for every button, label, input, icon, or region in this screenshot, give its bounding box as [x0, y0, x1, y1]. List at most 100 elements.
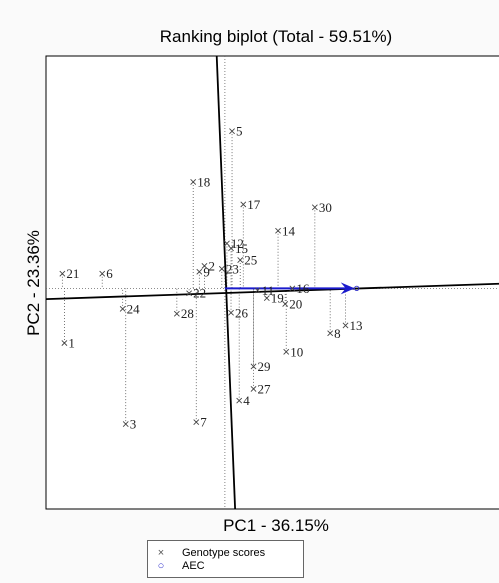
genotype-marker-icon: [201, 262, 208, 269]
genotype-marker-icon: [250, 385, 257, 392]
genotype-point-21: 21: [59, 266, 79, 281]
genotype-marker-icon: [240, 201, 247, 208]
genotype-point-1: 1: [61, 336, 75, 351]
genotype-marker-icon: [237, 257, 244, 263]
genotype-marker-icon: [122, 421, 129, 427]
genotype-label-8: 8: [334, 326, 341, 341]
genotype-label-28: 28: [181, 306, 194, 321]
genotype-marker-icon: [229, 128, 235, 135]
genotype-point-23: 23: [218, 261, 239, 276]
legend-label-aec: AEC: [182, 560, 205, 572]
genotype-marker-icon: [282, 301, 289, 307]
genotype-marker-icon: [254, 287, 261, 294]
projection-lines-layer: [46, 56, 499, 509]
legend: × Genotype scores ○ AEC: [147, 540, 304, 578]
genotype-label-14: 14: [282, 223, 296, 238]
genotype-label-21: 21: [66, 266, 79, 281]
genotype-label-19: 19: [271, 291, 284, 306]
genotype-label-22: 22: [193, 286, 206, 301]
genotype-marker-icon: [342, 322, 349, 329]
genotype-marker-icon: [289, 285, 296, 292]
genotype-marker-icon: [250, 363, 257, 370]
x-marker-icon: ×: [157, 547, 165, 559]
y-axis-label: PC2 - 23.36%: [24, 230, 43, 336]
legend-item-genotype: × Genotype scores: [154, 547, 265, 559]
genotype-point-2: 2: [201, 258, 215, 273]
genotype-point-24: 24: [119, 301, 140, 316]
genotype-label-18: 18: [197, 174, 210, 189]
genotype-label-7: 7: [200, 415, 207, 430]
pc2-axis-line: [215, 55, 237, 510]
genotype-point-19: 19: [263, 291, 284, 306]
genotype-point-6: 6: [99, 266, 113, 281]
genotype-marker-icon: [186, 290, 193, 297]
genotype-marker-icon: [196, 268, 203, 275]
genotype-marker-icon: [59, 270, 66, 277]
genotype-marker-icon: [228, 309, 234, 316]
genotype-point-12: 12: [224, 236, 244, 251]
biplot-axes-layer: [45, 55, 499, 510]
genotype-marker-icon: [99, 270, 106, 277]
genotype-point-22: 22: [186, 286, 206, 301]
genotype-marker-icon: [228, 245, 234, 252]
genotype-marker-icon: [327, 330, 334, 337]
aec-arrow-head-icon: [340, 282, 355, 295]
genotype-label-17: 17: [247, 197, 260, 212]
genotype-marker-icon: [173, 310, 180, 317]
genotype-point-10: 10: [283, 344, 303, 359]
genotype-label-9: 9: [203, 264, 210, 279]
genotype-label-26: 26: [235, 305, 249, 320]
circle-marker-icon: ○: [157, 560, 165, 572]
genotype-point-5: 5: [229, 124, 243, 139]
pc1-axis-line: [45, 282, 499, 300]
legend-label-genotype: Genotype scores: [182, 547, 266, 559]
genotype-marker-icon: [193, 419, 200, 426]
genotype-label-11: 11: [262, 283, 275, 298]
genotype-point-16: 16: [289, 281, 310, 296]
genotype-label-24: 24: [127, 301, 140, 316]
genotype-point-26: 26: [228, 305, 249, 320]
plot-area: [45, 55, 499, 510]
genotype-point-8: 8: [327, 326, 341, 341]
genotype-point-11: 11: [254, 283, 275, 298]
genotype-marker-icon: [61, 340, 68, 346]
genotype-label-27: 27: [258, 381, 272, 396]
genotype-marker-icon: [190, 179, 197, 185]
genotype-marker-icon: [275, 227, 281, 234]
genotype-label-5: 5: [236, 124, 243, 139]
genotype-label-12: 12: [231, 236, 244, 251]
genotype-label-23: 23: [226, 261, 239, 276]
genotype-point-25: 25: [237, 253, 257, 268]
genotype-label-15: 15: [235, 241, 248, 256]
genotype-point-7: 7: [193, 415, 207, 430]
genotype-marker-icon: [224, 240, 230, 247]
genotype-label-6: 6: [106, 266, 113, 281]
genotype-label-30: 30: [319, 200, 332, 215]
genotype-label-25: 25: [244, 253, 257, 268]
genotype-point-20: 20: [282, 296, 302, 311]
genotype-label-20: 20: [289, 296, 302, 311]
genotype-point-13: 13: [342, 318, 363, 333]
genotype-point-18: 18: [190, 174, 210, 189]
genotype-label-16: 16: [296, 281, 310, 296]
genotype-point-14: 14: [275, 223, 296, 238]
genotype-point-9: 9: [196, 264, 210, 279]
genotype-label-4: 4: [243, 393, 250, 408]
legend-item-aec: ○ AEC: [154, 560, 205, 572]
genotype-point-27: 27: [250, 381, 272, 396]
genotype-label-10: 10: [290, 344, 303, 359]
genotype-marker-icon: [218, 265, 225, 272]
genotype-point-30: 30: [311, 200, 332, 215]
genotype-point-4: 4: [236, 393, 250, 408]
genotype-label-1: 1: [68, 336, 75, 351]
genotype-point-29: 29: [250, 359, 271, 374]
genotype-label-29: 29: [258, 359, 271, 374]
genotype-point-17: 17: [240, 197, 261, 212]
genotype-label-2: 2: [208, 258, 215, 273]
genotype-label-3: 3: [130, 417, 137, 432]
chart-title: Ranking biplot (Total - 59.51%): [160, 27, 392, 46]
genotype-marker-icon: [119, 305, 126, 312]
genotype-point-3: 3: [122, 417, 137, 432]
